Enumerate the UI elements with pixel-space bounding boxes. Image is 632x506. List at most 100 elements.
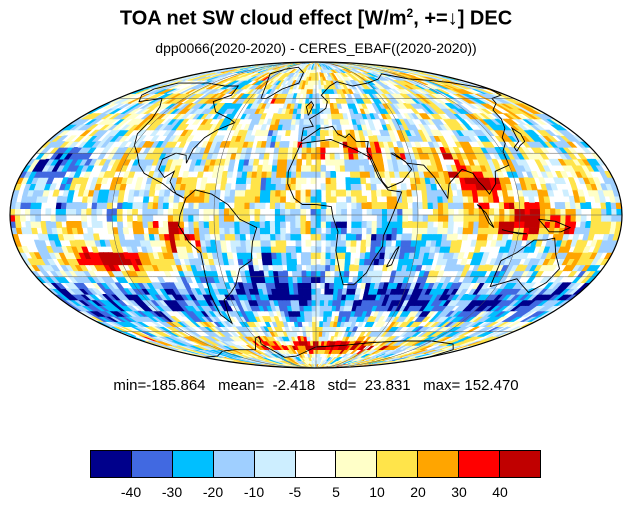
field-cell: [193, 195, 200, 203]
field-cell: [299, 305, 305, 312]
field-cell: [459, 340, 476, 346]
field-cell: [285, 202, 291, 209]
field-cell: [426, 195, 434, 203]
field-cell: [315, 305, 321, 312]
field-cell: [443, 208, 449, 216]
field-cell: [354, 288, 362, 295]
field-cell: [336, 208, 342, 216]
field-cell: [421, 233, 428, 241]
field-cell: [227, 164, 235, 172]
field-cell: [325, 221, 332, 228]
field-cell: [259, 221, 266, 228]
field-cell: [213, 221, 220, 228]
field-cell: [310, 270, 317, 278]
field-cell: [311, 316, 317, 322]
field-cell: [448, 208, 455, 216]
field-cell: [323, 310, 329, 317]
field-cell: [301, 276, 308, 283]
field-cell: [351, 227, 358, 235]
field-cell: [494, 316, 509, 322]
field-cell: [411, 189, 418, 197]
field-cell: [157, 202, 164, 209]
field-cell: [199, 233, 206, 241]
field-cell: [422, 202, 429, 209]
field-cell: [320, 141, 326, 148]
field-cell: [346, 195, 352, 203]
field-cell: [432, 208, 439, 216]
field-cell: [328, 294, 334, 301]
field-cell: [369, 171, 376, 178]
field-cell: [585, 202, 592, 209]
field-cell: [235, 183, 242, 191]
field-cell: [116, 221, 124, 228]
field-cell: [152, 208, 159, 216]
field-cell: [315, 152, 322, 160]
field-cell: [320, 147, 326, 154]
field-cell: [319, 305, 325, 312]
field-cell: [147, 221, 154, 228]
field-cell: [380, 239, 387, 247]
field-cell: [575, 214, 582, 222]
field-cell: [291, 164, 298, 172]
field-cell: [319, 118, 325, 125]
field-cell: [328, 129, 334, 136]
field-cell: [132, 202, 139, 209]
field-cell: [481, 252, 490, 259]
field-cell: [327, 310, 333, 317]
field-cell: [300, 252, 307, 259]
field-cell: [343, 276, 350, 283]
field-cell: [45, 208, 52, 216]
field-cell: [10, 214, 16, 222]
field-cell: [305, 227, 312, 235]
field-cell: [376, 208, 383, 216]
field-cell: [549, 221, 556, 228]
field-cell: [432, 195, 439, 203]
field-cell: [344, 164, 351, 172]
field-cell: [275, 135, 282, 142]
field-cell: [290, 246, 297, 253]
field-cell: [272, 129, 279, 136]
field-cell: [92, 233, 101, 241]
field-cell: [601, 208, 608, 216]
field-cell: [333, 276, 340, 283]
field-cell: [290, 171, 297, 178]
field-cell: [351, 208, 358, 216]
field-cell: [350, 183, 357, 191]
field-cell: [570, 214, 577, 222]
field-cell: [223, 221, 230, 228]
field-cell: [300, 195, 307, 203]
field-cell: [336, 214, 342, 222]
field-cell: [595, 208, 602, 216]
field-cell: [341, 221, 347, 228]
field-cell: [306, 336, 311, 342]
field-cell: [341, 202, 347, 209]
field-cell: [274, 195, 281, 203]
field-cell: [340, 239, 347, 247]
field-cell: [330, 252, 337, 259]
field-cell: [324, 93, 330, 99]
field-cell: [334, 164, 341, 172]
mollweide-map-svg: [9, 61, 623, 369]
field-cell: [570, 208, 577, 216]
field-cell: [411, 227, 419, 235]
field-cell: [234, 195, 241, 203]
field-cell: [126, 208, 133, 216]
field-cell: [320, 233, 327, 241]
field-cell: [315, 171, 322, 178]
field-cell: [276, 252, 283, 259]
field-cell: [392, 214, 398, 222]
field-cell: [340, 233, 347, 241]
field-cell: [381, 208, 388, 216]
field-cell: [311, 310, 317, 317]
field-cell: [401, 195, 408, 203]
field-cell: [274, 208, 281, 216]
field-cell: [384, 177, 392, 184]
field-cell: [294, 326, 300, 332]
field-cell: [616, 208, 622, 216]
field-cell: [147, 202, 154, 209]
field-cell: [147, 227, 155, 235]
field-cell: [277, 270, 284, 278]
field-cell: [249, 227, 256, 235]
field-cell: [297, 321, 303, 328]
field-cell: [311, 356, 315, 362]
